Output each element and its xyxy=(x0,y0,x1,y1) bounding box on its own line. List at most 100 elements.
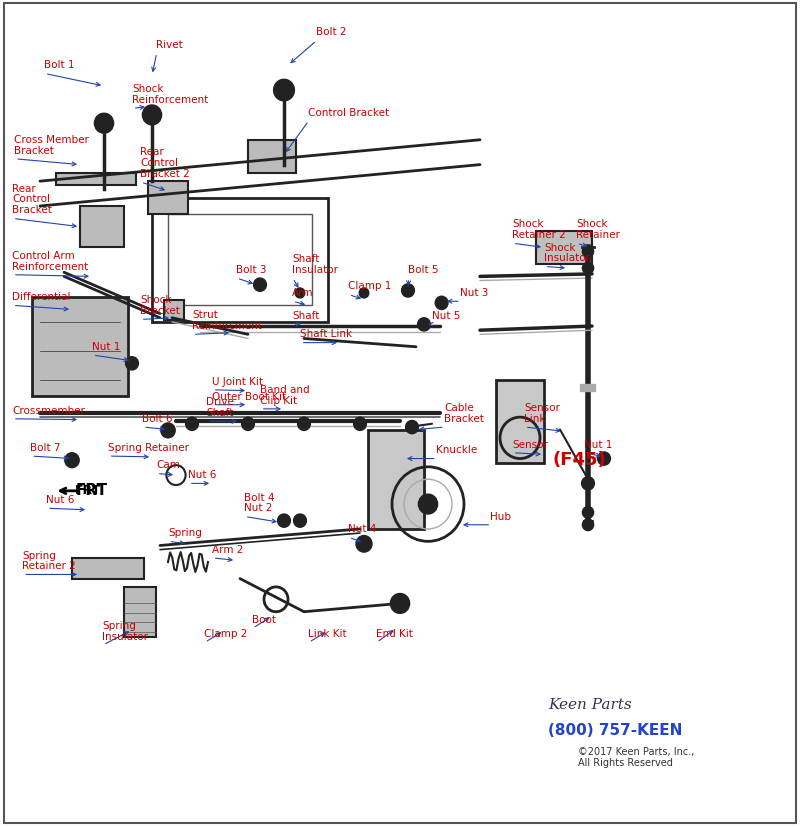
Circle shape xyxy=(294,514,306,528)
Circle shape xyxy=(126,357,138,370)
Circle shape xyxy=(94,114,114,134)
Text: Drive
Shaft: Drive Shaft xyxy=(206,397,234,418)
Bar xyxy=(56,174,136,186)
Text: End Kit: End Kit xyxy=(376,629,413,638)
Bar xyxy=(80,207,124,248)
Text: Nut 3: Nut 3 xyxy=(460,288,488,298)
Bar xyxy=(368,430,424,529)
Text: Crossmember: Crossmember xyxy=(12,405,85,415)
Text: Bolt 6: Bolt 6 xyxy=(142,414,173,423)
Circle shape xyxy=(65,453,79,468)
Circle shape xyxy=(298,418,310,431)
Text: Clamp 2: Clamp 2 xyxy=(204,629,247,638)
Text: Differential: Differential xyxy=(12,292,70,302)
Text: Nut 6: Nut 6 xyxy=(46,495,74,504)
Circle shape xyxy=(406,421,418,434)
Circle shape xyxy=(582,246,594,258)
Text: Nut 5: Nut 5 xyxy=(432,311,460,321)
Text: Cable
Bracket: Cable Bracket xyxy=(444,403,484,423)
Text: Nut 1: Nut 1 xyxy=(92,342,120,351)
Circle shape xyxy=(390,594,410,614)
Bar xyxy=(536,232,592,265)
Text: Spring: Spring xyxy=(168,528,202,538)
Circle shape xyxy=(359,289,369,299)
Text: Nut 4: Nut 4 xyxy=(348,523,376,533)
Text: Nut 1: Nut 1 xyxy=(584,439,612,449)
Text: U Joint Kit: U Joint Kit xyxy=(212,376,263,386)
Text: Band and
Clip Kit: Band and Clip Kit xyxy=(260,385,310,405)
Text: Arm: Arm xyxy=(292,288,314,298)
Circle shape xyxy=(295,289,305,299)
Text: Bolt 4
Nut 2: Bolt 4 Nut 2 xyxy=(244,492,274,513)
Bar xyxy=(248,141,296,174)
Text: Rivet: Rivet xyxy=(156,40,182,50)
Text: Spring Retainer: Spring Retainer xyxy=(108,442,189,452)
Text: Hub: Hub xyxy=(490,511,511,521)
Text: Cross Member
Bracket: Cross Member Bracket xyxy=(14,135,90,155)
Text: Bolt 5: Bolt 5 xyxy=(408,265,438,275)
Circle shape xyxy=(354,418,366,431)
Text: Control Bracket: Control Bracket xyxy=(308,108,389,117)
Text: Nut 6: Nut 6 xyxy=(188,470,216,480)
Text: Shock
Insulator: Shock Insulator xyxy=(544,242,590,263)
Circle shape xyxy=(598,452,610,466)
Text: ©2017 Keen Parts, Inc.,: ©2017 Keen Parts, Inc., xyxy=(578,746,694,756)
Text: Boot: Boot xyxy=(252,614,276,624)
Text: Sensor: Sensor xyxy=(512,439,548,449)
Circle shape xyxy=(418,318,430,332)
Circle shape xyxy=(418,495,438,514)
Circle shape xyxy=(186,418,198,431)
Bar xyxy=(496,380,544,463)
Circle shape xyxy=(242,418,254,431)
Circle shape xyxy=(142,106,162,126)
Text: Bolt 1: Bolt 1 xyxy=(44,60,74,70)
Circle shape xyxy=(582,477,594,490)
Circle shape xyxy=(254,279,266,292)
Text: Shaft: Shaft xyxy=(292,311,319,321)
Circle shape xyxy=(435,297,448,310)
Bar xyxy=(124,587,156,637)
Text: Control Arm
Reinforcement: Control Arm Reinforcement xyxy=(12,251,88,271)
Text: Rear
Control
Bracket 2: Rear Control Bracket 2 xyxy=(140,147,190,179)
Text: Shock
Reinforcement: Shock Reinforcement xyxy=(132,84,208,105)
Bar xyxy=(148,182,188,215)
Text: Bolt 3: Bolt 3 xyxy=(236,265,266,275)
Circle shape xyxy=(278,514,290,528)
Circle shape xyxy=(582,507,594,519)
Text: Shock
Retainer: Shock Retainer xyxy=(576,219,620,240)
Text: Link Kit: Link Kit xyxy=(308,629,346,638)
Text: FRT: FRT xyxy=(74,483,101,496)
Text: Shaft Link: Shaft Link xyxy=(300,329,352,339)
Bar xyxy=(32,298,128,397)
Text: Keen Parts: Keen Parts xyxy=(548,698,632,711)
Text: Spring
Retainer 2: Spring Retainer 2 xyxy=(22,550,76,571)
Bar xyxy=(168,215,312,306)
Circle shape xyxy=(582,519,594,531)
Text: (F45): (F45) xyxy=(552,450,606,468)
Text: All Rights Reserved: All Rights Reserved xyxy=(578,758,673,767)
Circle shape xyxy=(161,423,175,438)
Text: Outer Boot Kit: Outer Boot Kit xyxy=(212,391,286,401)
Bar xyxy=(164,300,184,321)
Text: Clamp 1: Clamp 1 xyxy=(348,281,391,291)
Text: Bolt 7: Bolt 7 xyxy=(30,442,61,452)
Text: FRT: FRT xyxy=(76,482,108,497)
Circle shape xyxy=(582,263,594,275)
Circle shape xyxy=(274,80,294,102)
Text: (800) 757-KEEN: (800) 757-KEEN xyxy=(548,722,682,737)
Text: Cam: Cam xyxy=(156,460,180,470)
Text: Shaft
Insulator: Shaft Insulator xyxy=(292,254,338,275)
Text: Spring
Insulator: Spring Insulator xyxy=(102,620,149,641)
Text: Shock
Bracket: Shock Bracket xyxy=(140,295,180,316)
Circle shape xyxy=(402,284,414,298)
Circle shape xyxy=(356,536,372,552)
Text: Bolt 2: Bolt 2 xyxy=(316,27,346,37)
Text: Sensor
Link: Sensor Link xyxy=(524,403,560,423)
Text: Knuckle: Knuckle xyxy=(436,445,478,455)
Text: Arm 2: Arm 2 xyxy=(212,544,243,554)
Text: Rear
Control
Bracket: Rear Control Bracket xyxy=(12,184,52,215)
Text: Strut
Reinforcment: Strut Reinforcment xyxy=(192,310,262,331)
Bar xyxy=(72,558,144,579)
Text: Shock
Retainer 2: Shock Retainer 2 xyxy=(512,219,566,240)
Bar xyxy=(152,198,328,323)
